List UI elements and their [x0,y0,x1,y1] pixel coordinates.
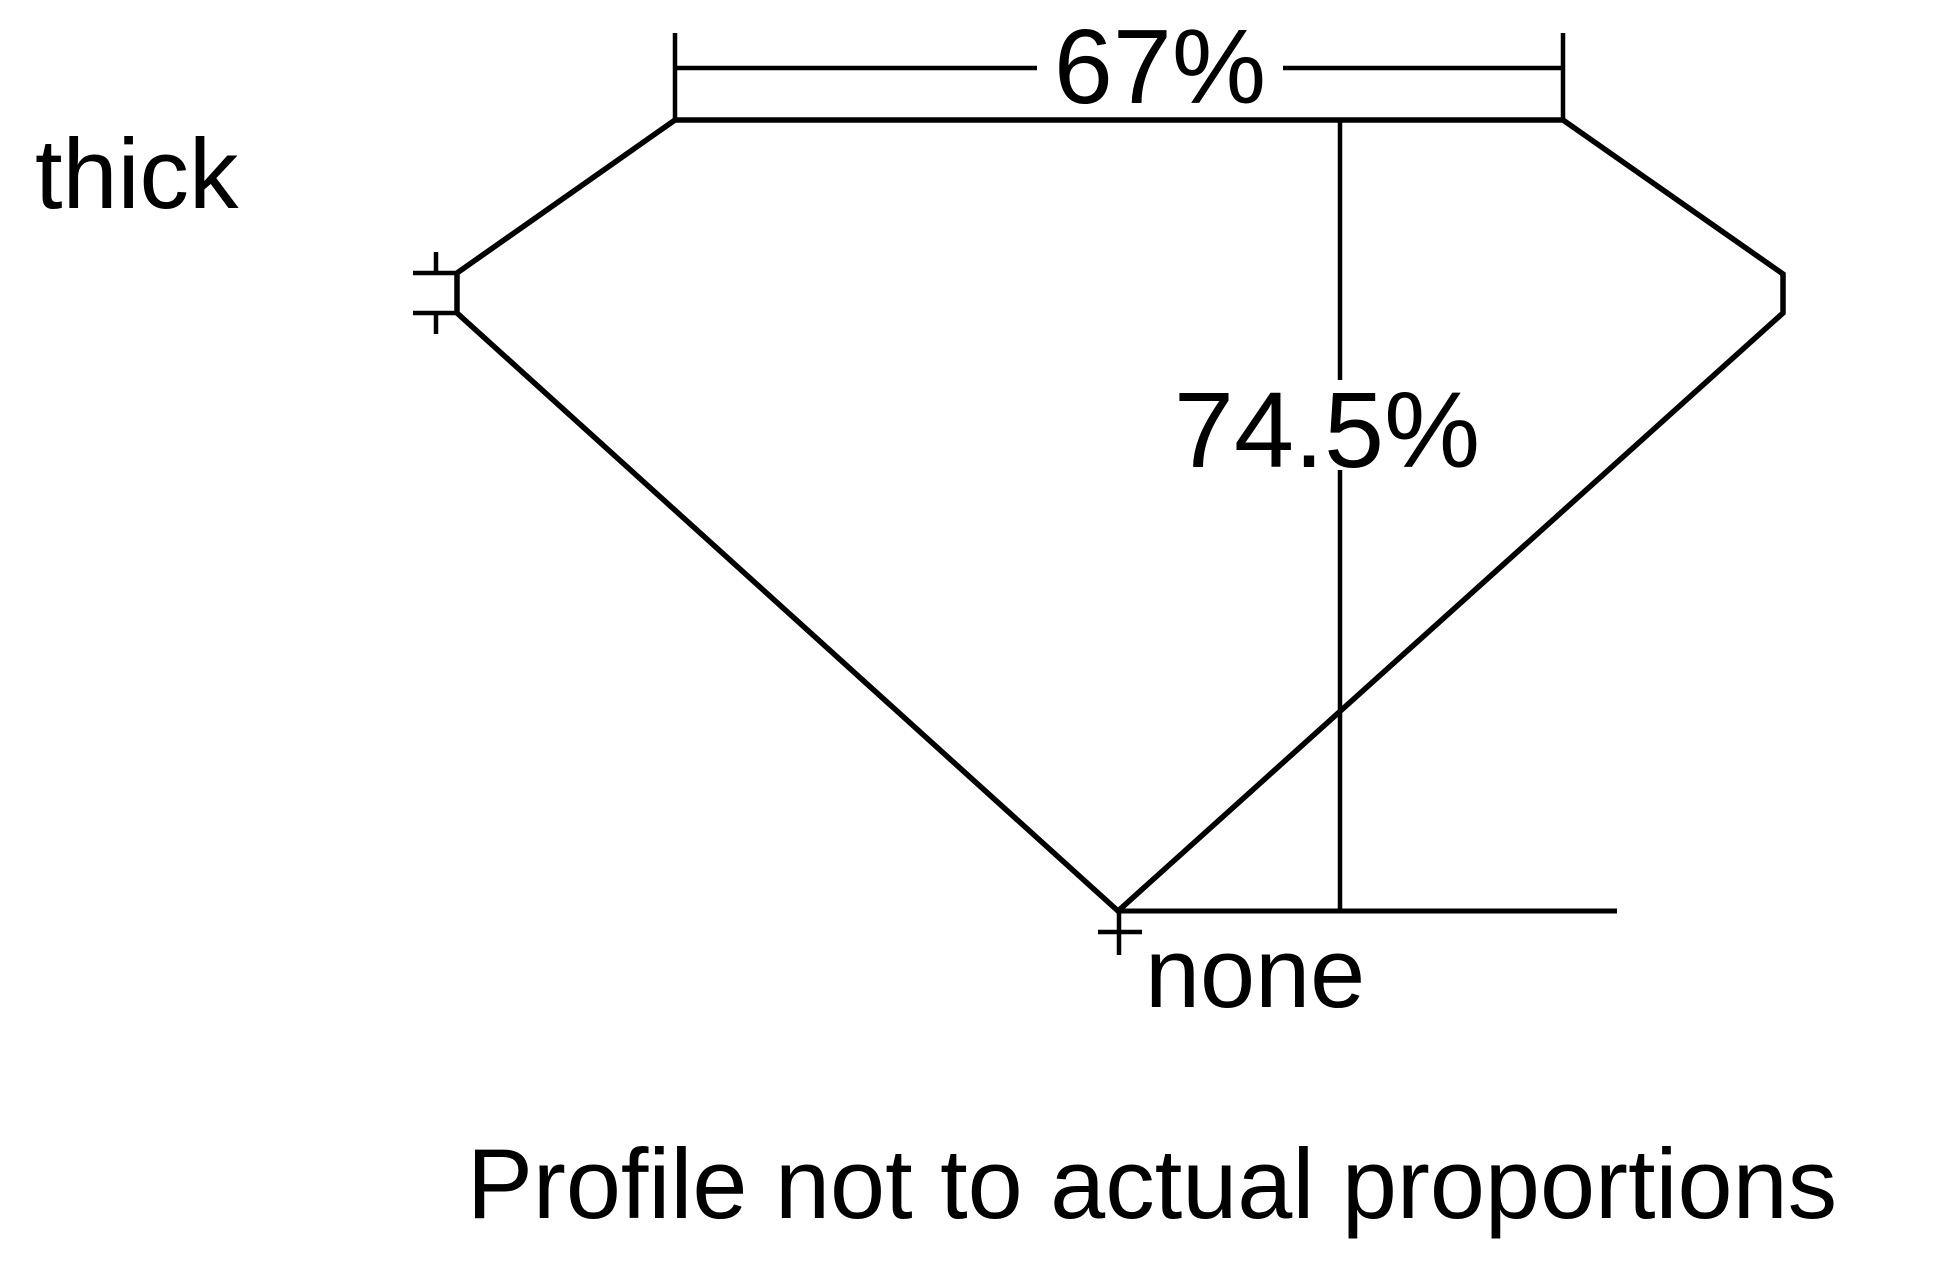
total-depth-label: 74.5% [1174,369,1480,490]
table-width-label: 67% [1054,8,1266,126]
culet-size-label: none [1145,917,1365,1028]
diamond-outline [454,117,1786,915]
diagram-caption: Profile not to actual proportions [467,1128,1837,1239]
girdle-thickness-label: thick [35,118,239,229]
